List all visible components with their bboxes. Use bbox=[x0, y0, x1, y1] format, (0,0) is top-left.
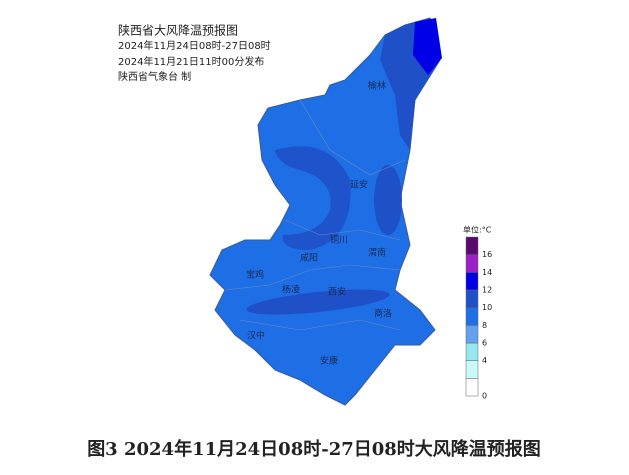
city-label: 商洛 bbox=[374, 308, 392, 320]
city-label: 咸阳 bbox=[300, 252, 318, 264]
borders bbox=[224, 99, 406, 331]
city-label: 杨凌 bbox=[282, 284, 300, 296]
issuer: 陕西省气象台 制 bbox=[118, 70, 191, 83]
legend-tick-label: 8 bbox=[482, 321, 487, 330]
legend-tick-label: 10 bbox=[482, 303, 492, 312]
legend-swatch bbox=[465, 236, 479, 255]
city-label: 宝鸡 bbox=[246, 269, 264, 281]
legend-swatch bbox=[465, 325, 479, 344]
legend-tick-label: 16 bbox=[482, 250, 492, 259]
period: 2024年11月24日08时-27日08时 bbox=[118, 39, 271, 52]
legend-tick-label: 12 bbox=[482, 286, 492, 295]
map: 榆林 延安 铜川 渭南 宝鸡 咸阳 杨凌 西安 商洛 汉中 安康 bbox=[209, 17, 442, 406]
city-label: 延安 bbox=[350, 179, 368, 191]
city-label: 榆林 bbox=[368, 80, 386, 92]
caption: 图3 2024年11月24日08时-27日08时大风降温预报图 bbox=[87, 438, 541, 460]
title: 陕西省大风降温预报图 bbox=[118, 23, 238, 38]
legend-swatch bbox=[465, 360, 479, 379]
zone-arc bbox=[275, 146, 351, 250]
legend-swatch bbox=[465, 254, 479, 273]
city-label: 安康 bbox=[320, 355, 338, 367]
city-label: 汉中 bbox=[247, 330, 265, 342]
legend-swatch bbox=[465, 272, 479, 291]
legend-unit: 单位:°C bbox=[463, 225, 492, 235]
legend-tick-label: 0 bbox=[482, 392, 487, 401]
zone-east bbox=[374, 165, 402, 235]
zone-highest bbox=[413, 18, 442, 75]
zone-south bbox=[246, 289, 390, 315]
legend-tick-label: 14 bbox=[482, 268, 492, 277]
issued: 2024年11月21日11时00分发布 bbox=[118, 55, 264, 68]
city-label: 渭南 bbox=[368, 247, 386, 259]
legend: 单位:°C 0 4 6 8 10 12 14 16 bbox=[463, 225, 492, 401]
city-label: 西安 bbox=[328, 286, 346, 298]
legend-tick-label: 6 bbox=[482, 339, 487, 348]
legend-swatch bbox=[465, 289, 479, 308]
legend-swatch bbox=[465, 307, 479, 326]
city-label: 铜川 bbox=[330, 234, 348, 246]
legend-swatch bbox=[465, 342, 479, 361]
legend-tick-label: 4 bbox=[482, 356, 487, 365]
legend-swatch bbox=[465, 378, 479, 397]
